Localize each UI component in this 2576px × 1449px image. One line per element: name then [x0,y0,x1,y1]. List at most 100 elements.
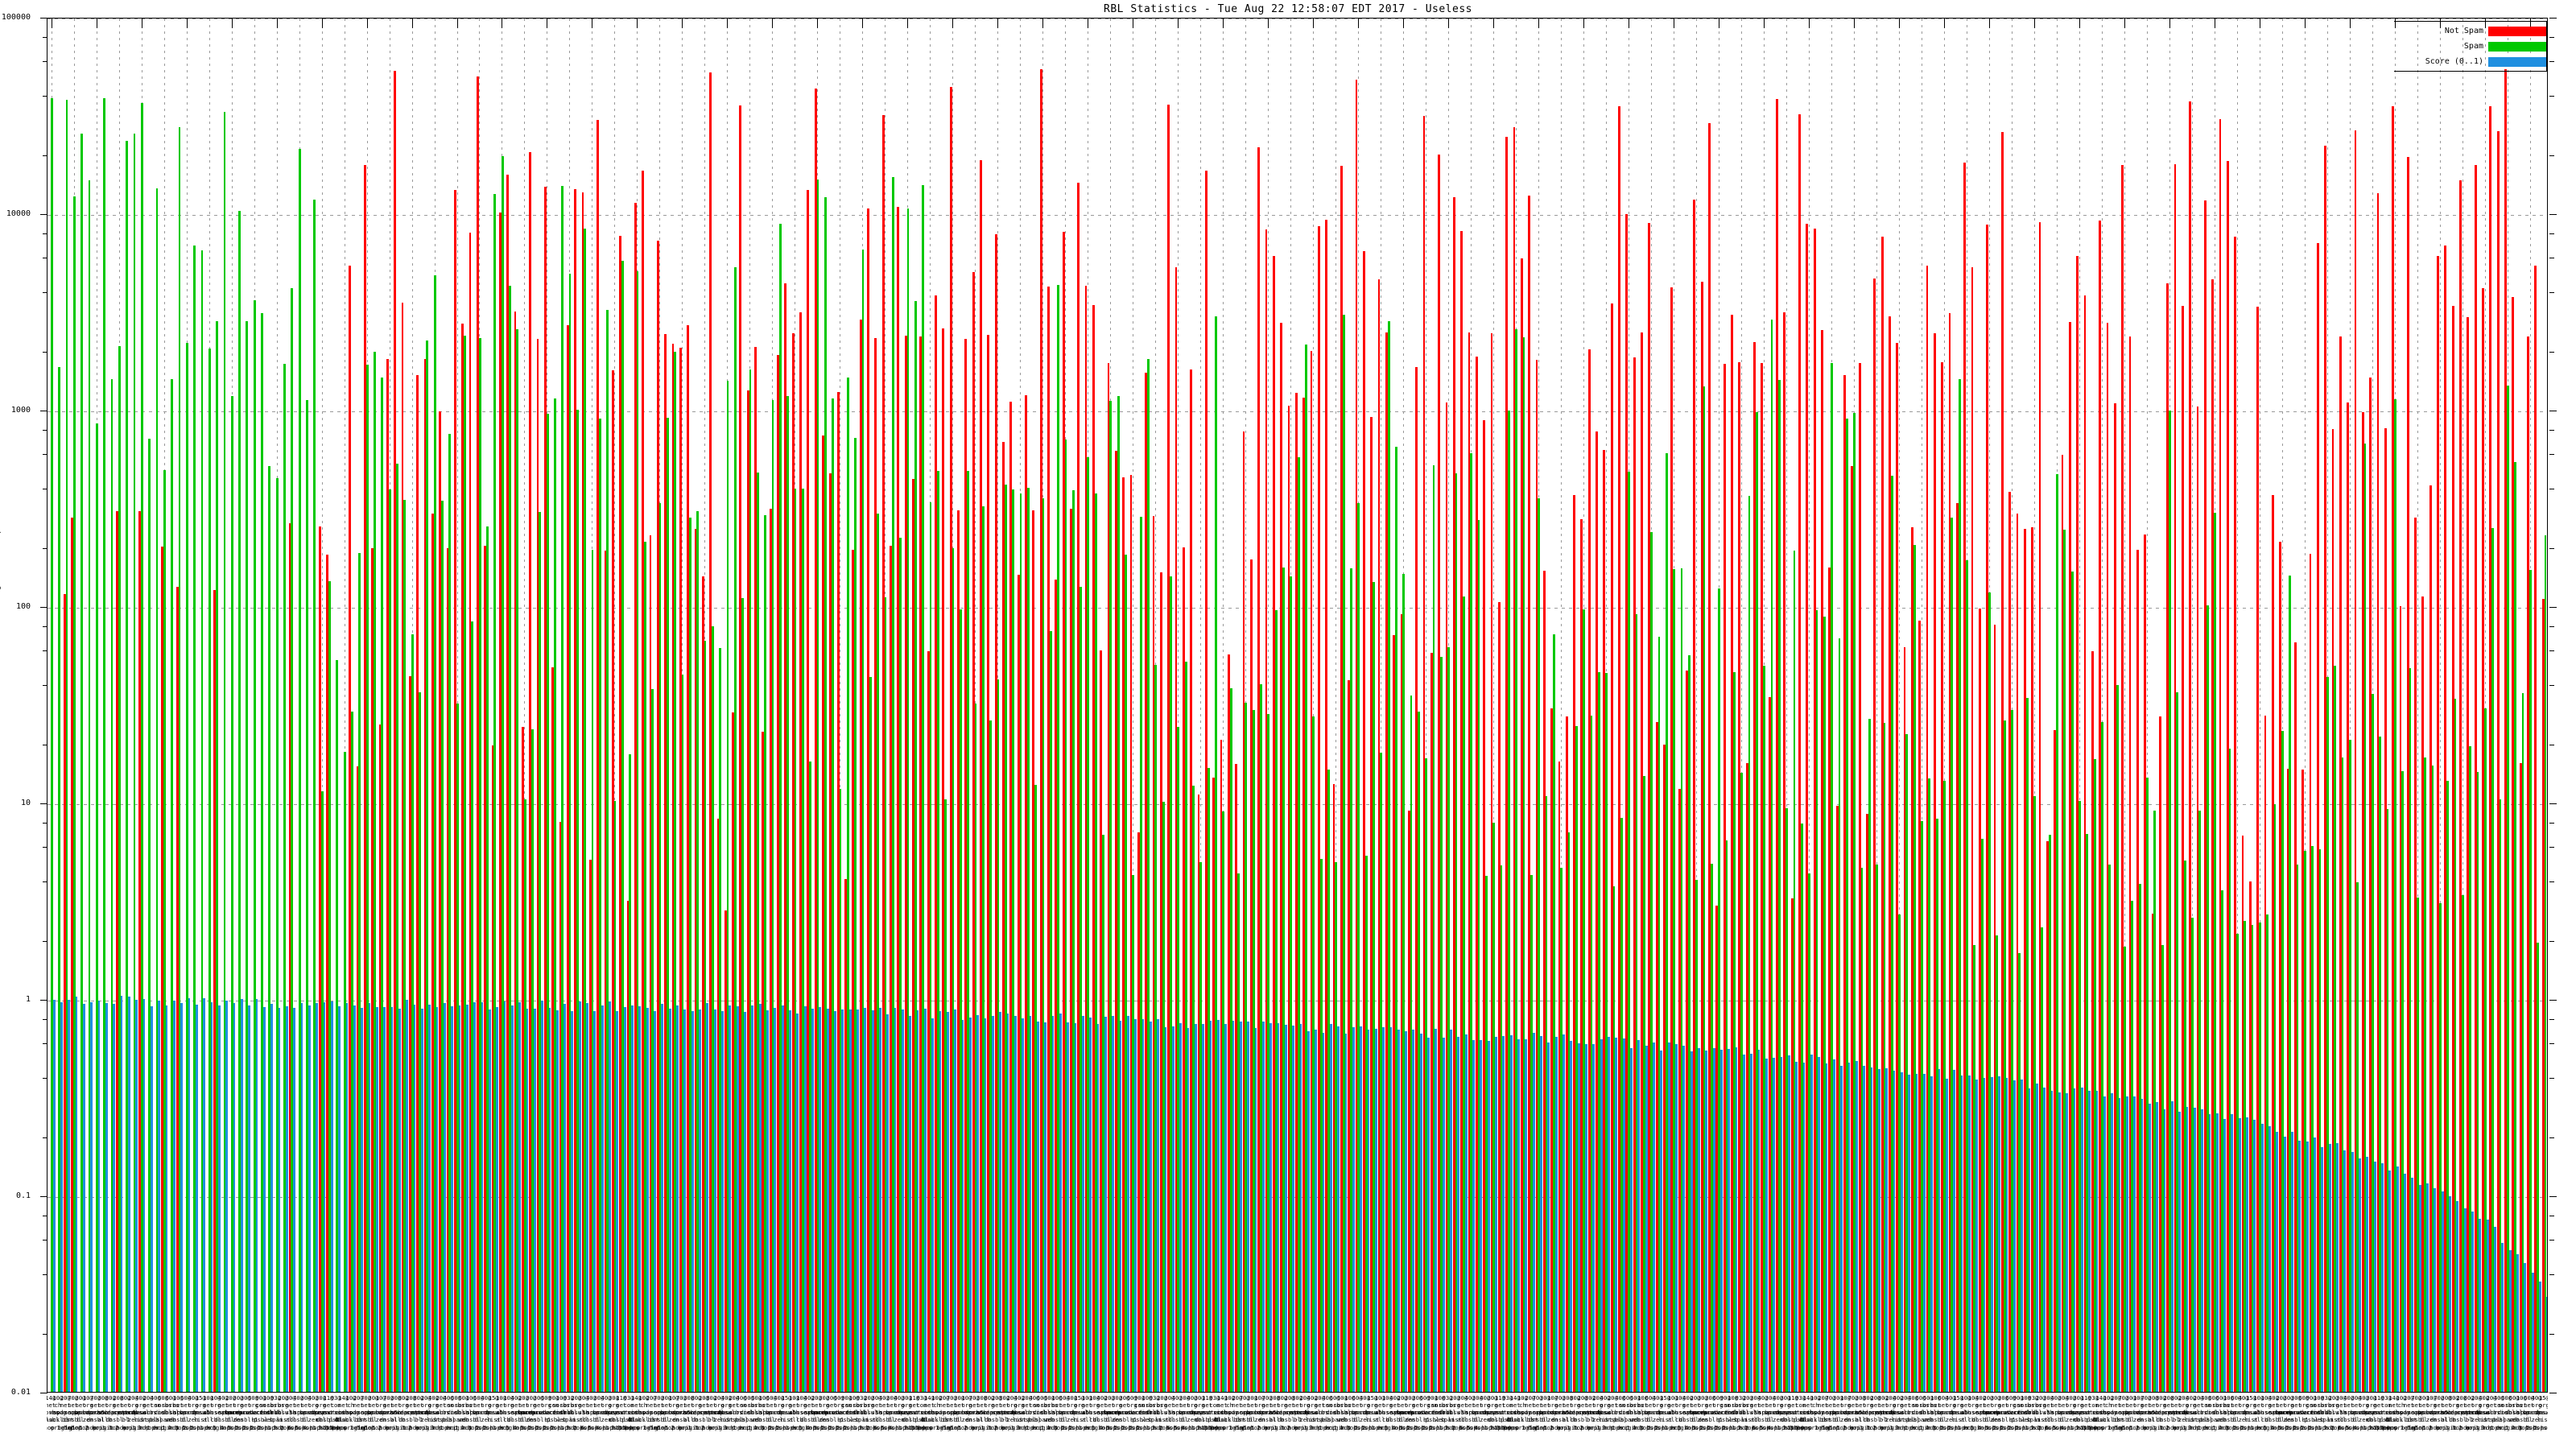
x-axis-label-line: 5 hops [1970,1424,1992,1431]
x-axis-label-line: org [1953,1402,1964,1409]
x-axis-label-line: 4 hops [2218,1424,2240,1431]
x-axis-label-line: net [75,1402,86,1409]
bar-group [588,19,597,1392]
x-axis-label: 10@ net s5h all 1 hop [2250,1394,2268,1431]
bar-spam [1290,576,1293,1392]
bar-score [781,1005,784,1392]
x-axis-label-line: 20@ [2178,1394,2189,1402]
x-axis-label-line: 60@ [1352,1394,1363,1402]
y-axis-minor-tick [43,650,47,652]
x-axis-label-line: uceprotect [2278,1409,2314,1416]
x-axis-label-line: psbl [621,1416,636,1423]
bar-not-spam [394,71,397,1392]
x-axis-label-line: 30@ [2058,1394,2069,1402]
x-axis-label-line: net [47,1402,56,1409]
bar-spam [261,312,263,1392]
gridline-vertical [1606,19,1607,1392]
x-axis-label: 03@ com surriel psbl 3 hops [617,1394,641,1431]
x-axis-label-line: dnswl [778,1409,795,1416]
bar-spam [2334,665,2337,1392]
bar-spam [1026,488,1030,1392]
x-axis-label-line: net [2058,1402,2069,1409]
bar-not-spam [2384,428,2387,1392]
x-axis-label-line: 2 hops [2308,1424,2330,1431]
x-axis-label-line: dnsbl-1 [2284,1416,2309,1423]
bar-score [2223,1118,2226,1392]
bar-spam [1823,616,1826,1392]
x-axis-label-line: psbl [254,1416,268,1423]
bar-group [2519,19,2527,1392]
bar-score [1540,1035,1542,1392]
x-axis-label-line: uceprotect [979,1409,1014,1416]
bar-score [1322,1033,1325,1392]
x-axis-label: 40@ org dnswl list 1 hop [2475,1394,2493,1431]
x-axis-label: 20@ net uceprotect dnsbl-1 1 hop [101,1394,135,1431]
top-tick-marks [47,19,2547,1392]
bar-not-spam [694,528,697,1392]
bar-spam [1395,446,1397,1392]
bar-group [1910,19,1918,1392]
bar-not-spam [559,821,562,1392]
x-axis-label-line: cbl [1674,1416,1686,1423]
bar-not-spam [1310,351,1313,1392]
bar-not-spam [867,208,869,1392]
x-axis-label-line: dnswl [1153,1409,1171,1416]
bar-group [2158,19,2166,1392]
bar-spam [118,345,121,1392]
x-axis-label-line: com [330,1402,341,1409]
bar-score [1667,1042,1670,1392]
bar-spam [658,503,662,1392]
bar-spam [2469,745,2472,1392]
x-axis-label: 30@ org spamhaus zen 3 hops [1982,1394,2010,1431]
x-axis-label-line: sorbs [2429,1409,2448,1416]
bar-not-spam [439,411,442,1392]
x-axis-label-line: 20@ [278,1394,289,1402]
x-axis-label-line: sorbs [1633,1409,1652,1416]
bar-group [138,19,146,1392]
bar-not-spam [619,235,621,1392]
bar-score [361,1008,364,1392]
bar-spam [539,511,542,1392]
legend-item-score: Score (0..1) [2394,54,2546,69]
x-axis-label-line: 1 hop [199,1424,217,1431]
bar-score [1149,1021,1152,1392]
x-axis-label-line: 80@ [2463,1394,2475,1402]
bar-not-spam [2189,101,2192,1392]
bar-group [896,19,904,1392]
bar-score [1705,1051,1708,1392]
bar-not-spam [63,593,66,1392]
bars-layer [47,19,2547,1392]
bar-spam [2003,720,2006,1392]
x-axis-tick [907,19,908,28]
x-axis-label-line: spam [1034,1416,1049,1423]
bar-score [1915,1073,1918,1392]
x-axis-label-line: 60@ [1419,1394,1430,1402]
x-axis-label-line: org [984,1402,995,1409]
x-axis-tick [1448,19,1449,28]
x-axis-label-line: zen [2283,1416,2294,1423]
x-axis-label-line: net [999,1402,1010,1409]
x-axis-label: 60@ net spamcop bl 3 hops [1345,1394,1369,1431]
bar-spam [2153,810,2157,1392]
bar-spam [2131,900,2134,1392]
x-axis-tick [412,19,413,28]
bar-spam [704,641,707,1392]
x-axis-label-line: 40@ [1389,1394,1401,1402]
x-axis-label-line: s5h [97,1409,109,1416]
x-axis-label-line: 2 hops [1257,1424,1278,1431]
bar-group [821,19,829,1392]
x-axis-label-line: surriel [541,1409,566,1416]
x-axis-label-line: 80@ [1863,1394,1874,1402]
bar-score [1893,1071,1896,1392]
x-axis-label-line: 1 hop [372,1424,390,1431]
y-axis-minor-tick-right [2549,233,2554,234]
bar-not-spam [1190,369,1193,1392]
bar-spam [2056,474,2058,1392]
x-axis-label-line: 2 hops [2533,1424,2548,1431]
bar-score [1773,1057,1776,1392]
bar-score [2494,1226,2496,1392]
x-axis-label-line: dnsbl [965,1416,984,1423]
bar-group [1655,19,1663,1392]
x-axis-label-line: 60@ [2501,1394,2512,1402]
